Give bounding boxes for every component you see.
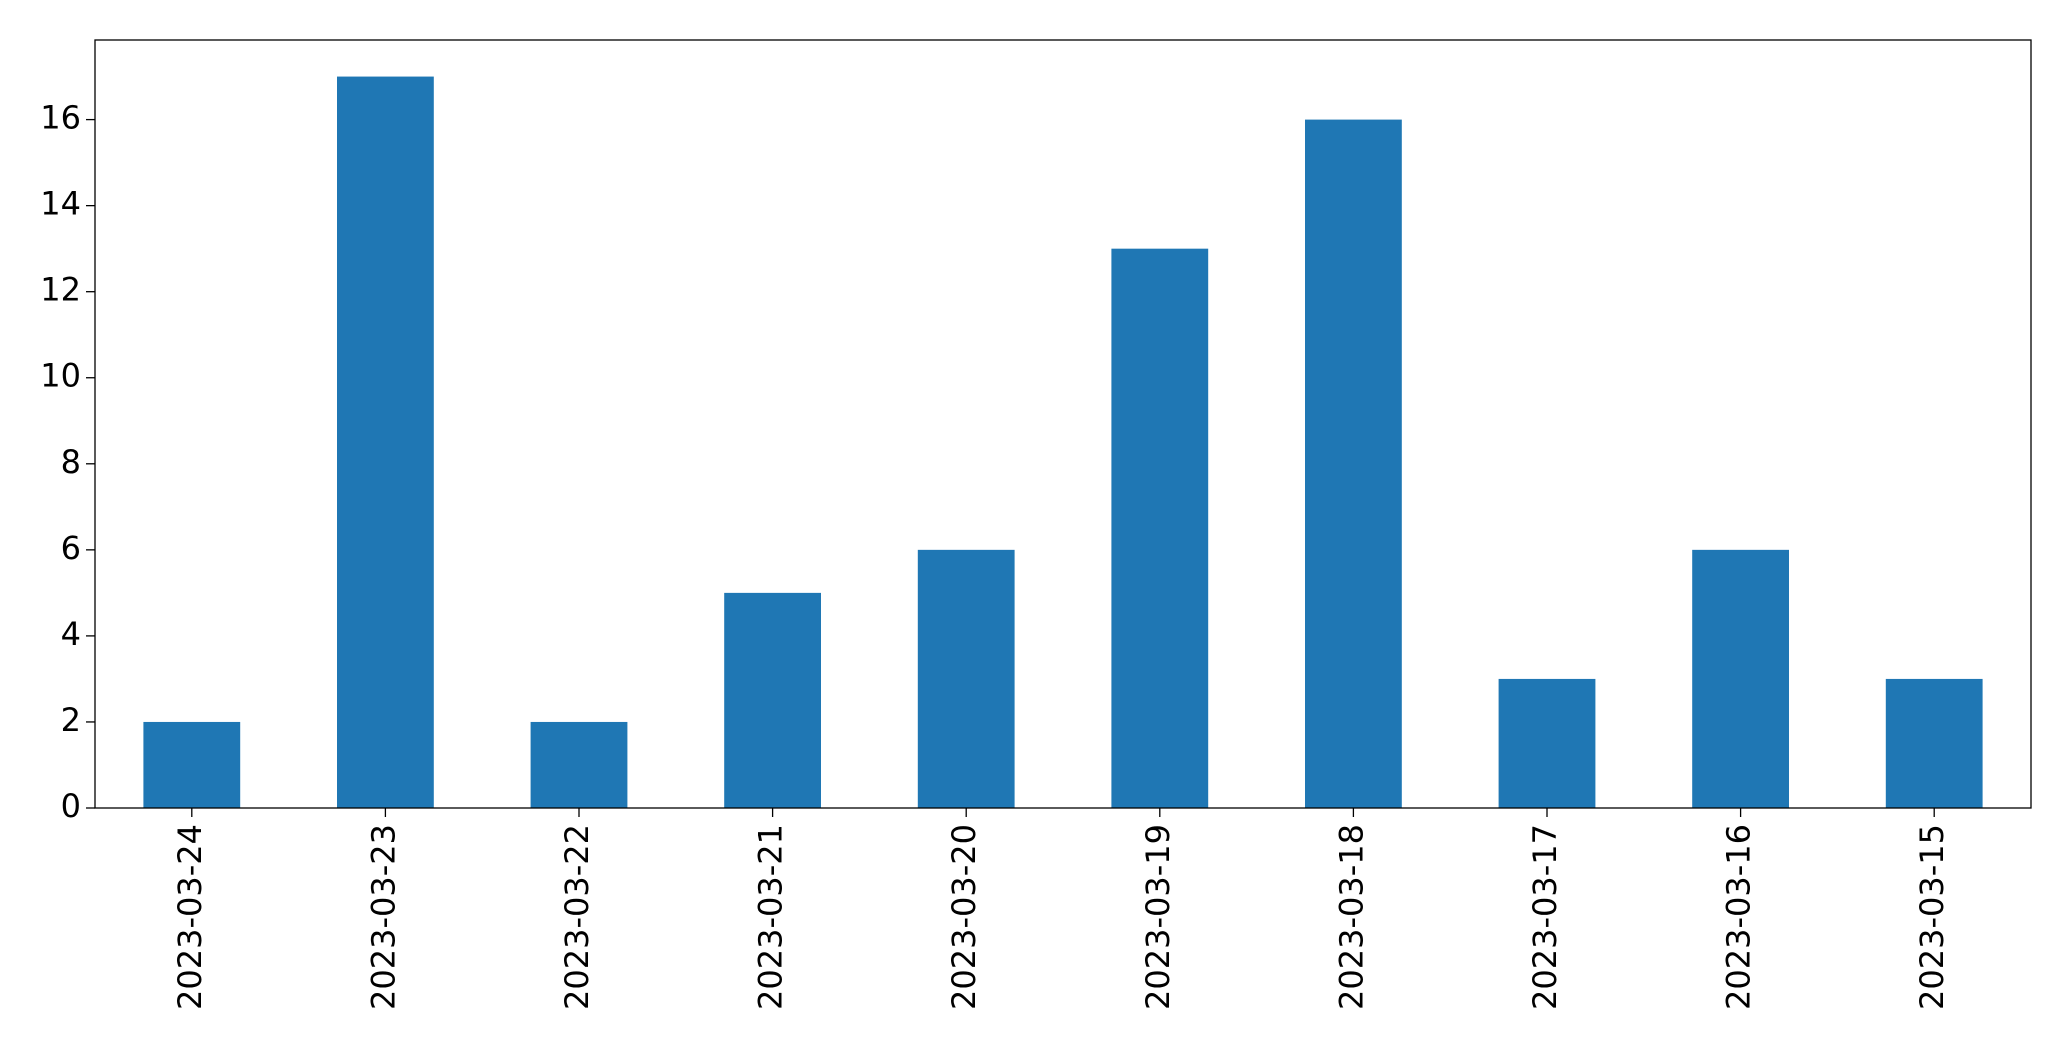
y-tick-label: 10 (40, 357, 81, 395)
x-tick-label: 2023-03-23 (364, 824, 402, 1010)
bar (917, 549, 1015, 808)
bar (1885, 678, 1983, 808)
x-tick-label: 2023-03-16 (1720, 824, 1758, 1010)
x-tick-label: 2023-03-22 (558, 824, 596, 1010)
x-tick-label: 2023-03-18 (1332, 824, 1370, 1010)
y-tick-label: 8 (61, 443, 81, 481)
y-tick-label: 14 (40, 185, 81, 223)
y-tick-label: 0 (61, 787, 81, 825)
bar (143, 721, 241, 808)
x-tick-label: 2023-03-21 (752, 824, 790, 1010)
bar (1305, 119, 1402, 809)
bar (1111, 248, 1209, 809)
y-tick-label: 12 (40, 271, 81, 309)
x-tick-label: 2023-03-20 (945, 824, 983, 1010)
x-tick-label: 2023-03-19 (1139, 824, 1177, 1010)
plot-frame (94, 39, 2032, 809)
y-tick-label: 4 (61, 615, 81, 653)
bar (1498, 678, 1596, 808)
bar (337, 76, 434, 809)
bar (530, 721, 628, 808)
x-tick-label: 2023-03-15 (1913, 824, 1951, 1010)
bar (724, 592, 821, 808)
y-tick-label: 6 (61, 529, 81, 567)
x-tick-label: 2023-03-24 (171, 824, 209, 1010)
x-tick-label: 2023-03-17 (1526, 824, 1564, 1010)
bar (1692, 549, 1789, 808)
y-tick-label: 2 (61, 701, 81, 739)
y-tick-label: 16 (40, 99, 81, 137)
